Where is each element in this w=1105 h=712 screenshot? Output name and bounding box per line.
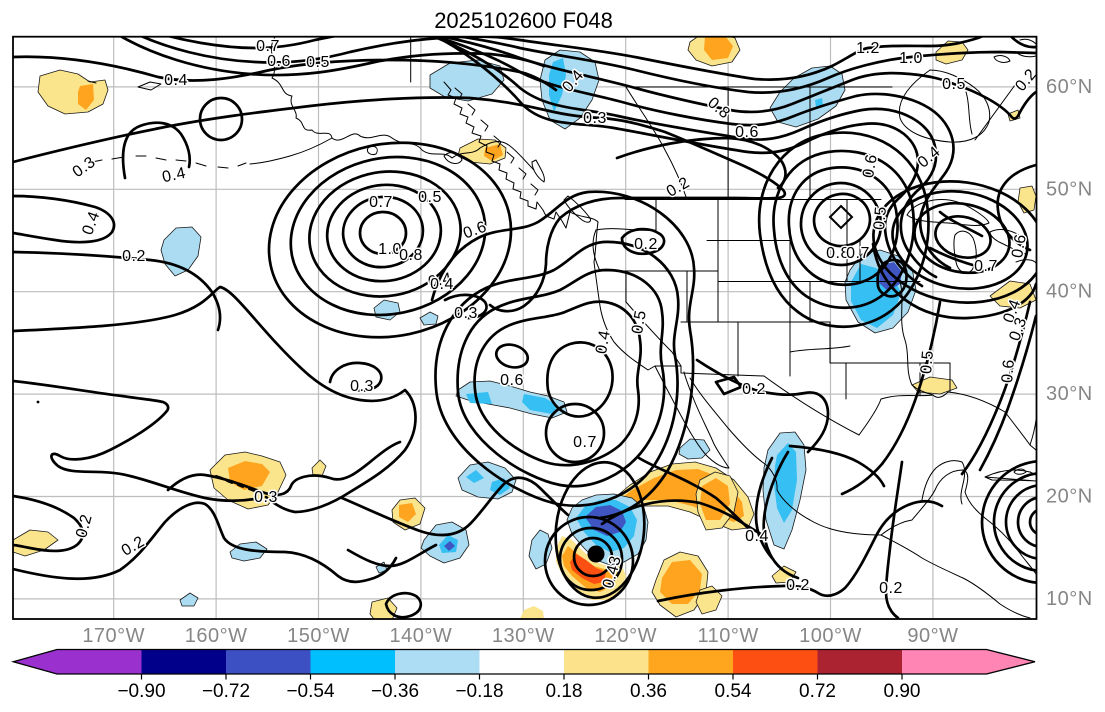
svg-text:30°N: 30°N — [1046, 383, 1093, 405]
svg-text:140°W: 140°W — [390, 625, 453, 647]
svg-text:0.4: 0.4 — [593, 329, 614, 355]
svg-text:0.36: 0.36 — [630, 681, 667, 702]
svg-text:−0.36: −0.36 — [371, 681, 419, 702]
svg-text:−0.90: −0.90 — [117, 681, 165, 702]
svg-text:2025102600 F048: 2025102600 F048 — [434, 8, 613, 33]
svg-text:0.4: 0.4 — [745, 528, 769, 545]
svg-text:1.0: 1.0 — [899, 50, 923, 67]
svg-text:60°N: 60°N — [1046, 76, 1093, 98]
svg-text:130°W: 130°W — [492, 625, 555, 647]
svg-text:0.3: 0.3 — [254, 489, 278, 506]
svg-text:150°W: 150°W — [287, 625, 350, 647]
svg-text:110°W: 110°W — [697, 625, 758, 647]
svg-text:120°W: 120°W — [594, 625, 657, 647]
svg-text:0.5: 0.5 — [942, 76, 966, 93]
svg-text:0.4: 0.4 — [161, 165, 188, 187]
svg-text:40°N: 40°N — [1046, 281, 1093, 303]
svg-text:0.4: 0.4 — [430, 276, 454, 293]
svg-text:170°W: 170°W — [82, 625, 145, 647]
svg-text:0.2: 0.2 — [73, 512, 96, 539]
svg-text:0.6: 0.6 — [735, 124, 759, 141]
svg-text:0.6: 0.6 — [860, 153, 881, 179]
svg-text:1.0: 1.0 — [378, 241, 402, 258]
svg-text:160°W: 160°W — [185, 625, 248, 647]
svg-text:0.6: 0.6 — [1009, 233, 1030, 259]
svg-text:0.2: 0.2 — [634, 236, 658, 253]
svg-text:0.8: 0.8 — [826, 245, 850, 262]
svg-text:0.2: 0.2 — [742, 381, 766, 398]
svg-text:0.8: 0.8 — [399, 247, 423, 264]
svg-text:0.5: 0.5 — [418, 189, 442, 206]
svg-text:0.6: 0.6 — [267, 53, 291, 70]
svg-text:0.5: 0.5 — [871, 205, 890, 230]
svg-text:10°N: 10°N — [1046, 588, 1093, 610]
svg-text:90°W: 90°W — [907, 625, 958, 647]
svg-text:0.4: 0.4 — [915, 143, 944, 171]
svg-text:0.5: 0.5 — [918, 349, 937, 374]
svg-text:50°N: 50°N — [1046, 178, 1093, 200]
svg-text:0.2: 0.2 — [119, 533, 148, 560]
svg-text:−0.72: −0.72 — [202, 681, 250, 702]
svg-text:0.2: 0.2 — [786, 577, 810, 594]
svg-text:−0.18: −0.18 — [455, 681, 503, 702]
svg-text:0.6: 0.6 — [999, 358, 1018, 383]
svg-text:1.2: 1.2 — [856, 40, 880, 57]
svg-text:0.7: 0.7 — [846, 245, 870, 262]
svg-text:0.4: 0.4 — [79, 209, 103, 237]
svg-text:0.4: 0.4 — [164, 72, 188, 89]
svg-text:0.2: 0.2 — [122, 248, 146, 265]
svg-text:0.7: 0.7 — [974, 258, 998, 275]
svg-text:−0.54: −0.54 — [286, 681, 335, 702]
svg-text:20°N: 20°N — [1046, 486, 1093, 508]
svg-text:0.7: 0.7 — [369, 194, 393, 211]
svg-text:0.4: 0.4 — [427, 270, 453, 291]
svg-text:100°W: 100°W — [799, 625, 862, 647]
svg-text:0.5: 0.5 — [306, 54, 330, 71]
svg-text:0.3: 0.3 — [70, 154, 99, 182]
svg-text:0.2: 0.2 — [879, 580, 903, 597]
svg-text:0.7: 0.7 — [256, 38, 280, 55]
svg-text:0.54: 0.54 — [715, 681, 752, 702]
svg-text:0.3: 0.3 — [454, 305, 478, 322]
svg-text:0.8: 0.8 — [704, 94, 733, 122]
svg-text:0.6: 0.6 — [500, 372, 524, 389]
svg-text:0.3: 0.3 — [350, 378, 374, 395]
svg-text:0.72: 0.72 — [799, 681, 836, 702]
svg-text:0.5: 0.5 — [629, 309, 650, 335]
svg-text:0.90: 0.90 — [884, 681, 921, 702]
svg-text:0.7: 0.7 — [573, 434, 597, 451]
svg-text:0.18: 0.18 — [546, 681, 583, 702]
svg-text:0.3: 0.3 — [583, 110, 607, 127]
